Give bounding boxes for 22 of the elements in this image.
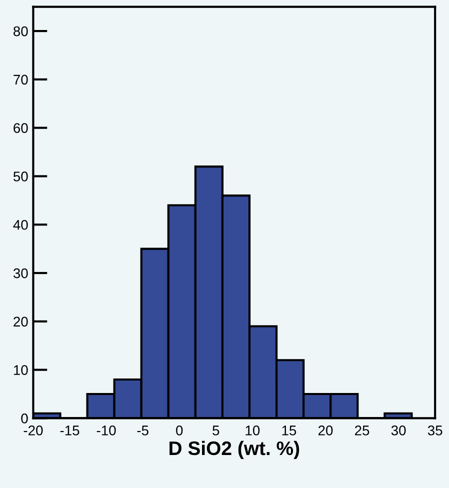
y-tick-label: 80 (14, 26, 28, 36)
x-tick-label: -10 (96, 426, 116, 436)
x-tick-label: -5 (137, 426, 148, 436)
y-tick-label: 0 (21, 414, 28, 424)
x-tick-label: -15 (60, 426, 80, 436)
y-tick-label: 50 (13, 172, 28, 182)
x-tick-label: 5 (212, 426, 220, 436)
x-tick-label: 30 (391, 426, 406, 436)
y-tick-label: 20 (14, 316, 28, 327)
x-tick-label: 0 (176, 426, 183, 436)
y-tick-label: 70 (14, 74, 28, 85)
y-tick-label: 40 (13, 220, 28, 230)
x-tick-label: 10 (246, 426, 260, 436)
y-tick-label: 60 (14, 123, 28, 133)
y-tick-label: 10 (14, 365, 28, 375)
x-tick-label: 25 (354, 426, 370, 436)
x-axis-title: D SiO2 (wt. %) (170, 440, 300, 460)
x-tick-label: -20 (24, 426, 43, 436)
x-tick-label: 35 (428, 426, 442, 436)
x-tick-label: 20 (318, 426, 333, 436)
x-tick-label: 15 (282, 426, 296, 436)
y-tick-label: 30 (13, 268, 28, 278)
